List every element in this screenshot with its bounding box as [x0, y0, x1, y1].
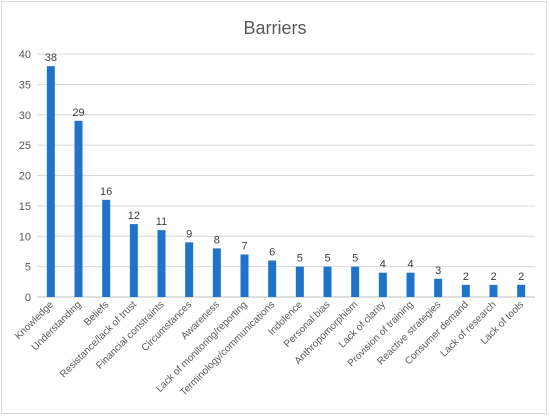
- bar: [74, 120, 83, 297]
- data-labels: 38 29 16 12 11 9 8 7 6 5 5 5 4 4 3 2 2 2: [45, 52, 525, 283]
- x-axis: KnowledgeUnderstandingBeliefsResistance/…: [13, 299, 526, 398]
- data-label: 4: [407, 259, 413, 271]
- bar: [323, 266, 332, 297]
- y-tick-label: 10: [19, 231, 31, 243]
- bar: [129, 224, 138, 297]
- chart-title: Barriers: [243, 18, 306, 38]
- data-label: 11: [156, 216, 167, 228]
- bar: [268, 260, 277, 297]
- y-tick-label: 20: [19, 171, 31, 183]
- data-label: 29: [72, 107, 84, 119]
- y-tick-label: 15: [19, 201, 31, 213]
- data-label: 6: [269, 247, 275, 259]
- y-tick-label: 40: [19, 49, 31, 61]
- data-label: 9: [186, 228, 192, 240]
- bar: [46, 66, 55, 298]
- y-tick-label: 5: [25, 262, 31, 274]
- gridlines: [37, 53, 535, 298]
- bar: [351, 266, 360, 297]
- bar: [406, 272, 415, 297]
- bar: [102, 199, 111, 297]
- bar: [240, 254, 249, 297]
- data-label: 16: [100, 186, 112, 198]
- data-label: 7: [241, 240, 247, 252]
- bar: [157, 230, 166, 297]
- y-tick-label: 25: [19, 140, 31, 152]
- y-tick-label: 35: [19, 79, 31, 91]
- bar: [185, 242, 194, 297]
- y-tick-label: 0: [25, 292, 31, 304]
- bar: [461, 284, 470, 297]
- bars: [46, 66, 526, 298]
- data-label: 5: [297, 253, 303, 265]
- bar: [295, 266, 304, 297]
- data-label: 38: [45, 52, 57, 64]
- data-label: 3: [435, 265, 441, 277]
- bar: [212, 248, 221, 297]
- bar: [434, 278, 443, 297]
- x-tick-label: Understanding: [30, 299, 84, 353]
- data-label: 5: [324, 253, 330, 265]
- data-label: 2: [518, 271, 524, 283]
- data-label: 2: [490, 271, 496, 283]
- data-label: 12: [128, 210, 140, 222]
- y-axis: 0 5 10 15 20 25 30 35 40: [19, 49, 31, 304]
- bar: [378, 272, 387, 297]
- data-label: 2: [463, 271, 469, 283]
- data-label: 5: [352, 253, 358, 265]
- bar: [517, 284, 526, 297]
- data-label: 8: [214, 234, 220, 246]
- bar: [489, 284, 498, 297]
- data-label: 4: [380, 259, 386, 271]
- y-tick-label: 30: [19, 110, 31, 122]
